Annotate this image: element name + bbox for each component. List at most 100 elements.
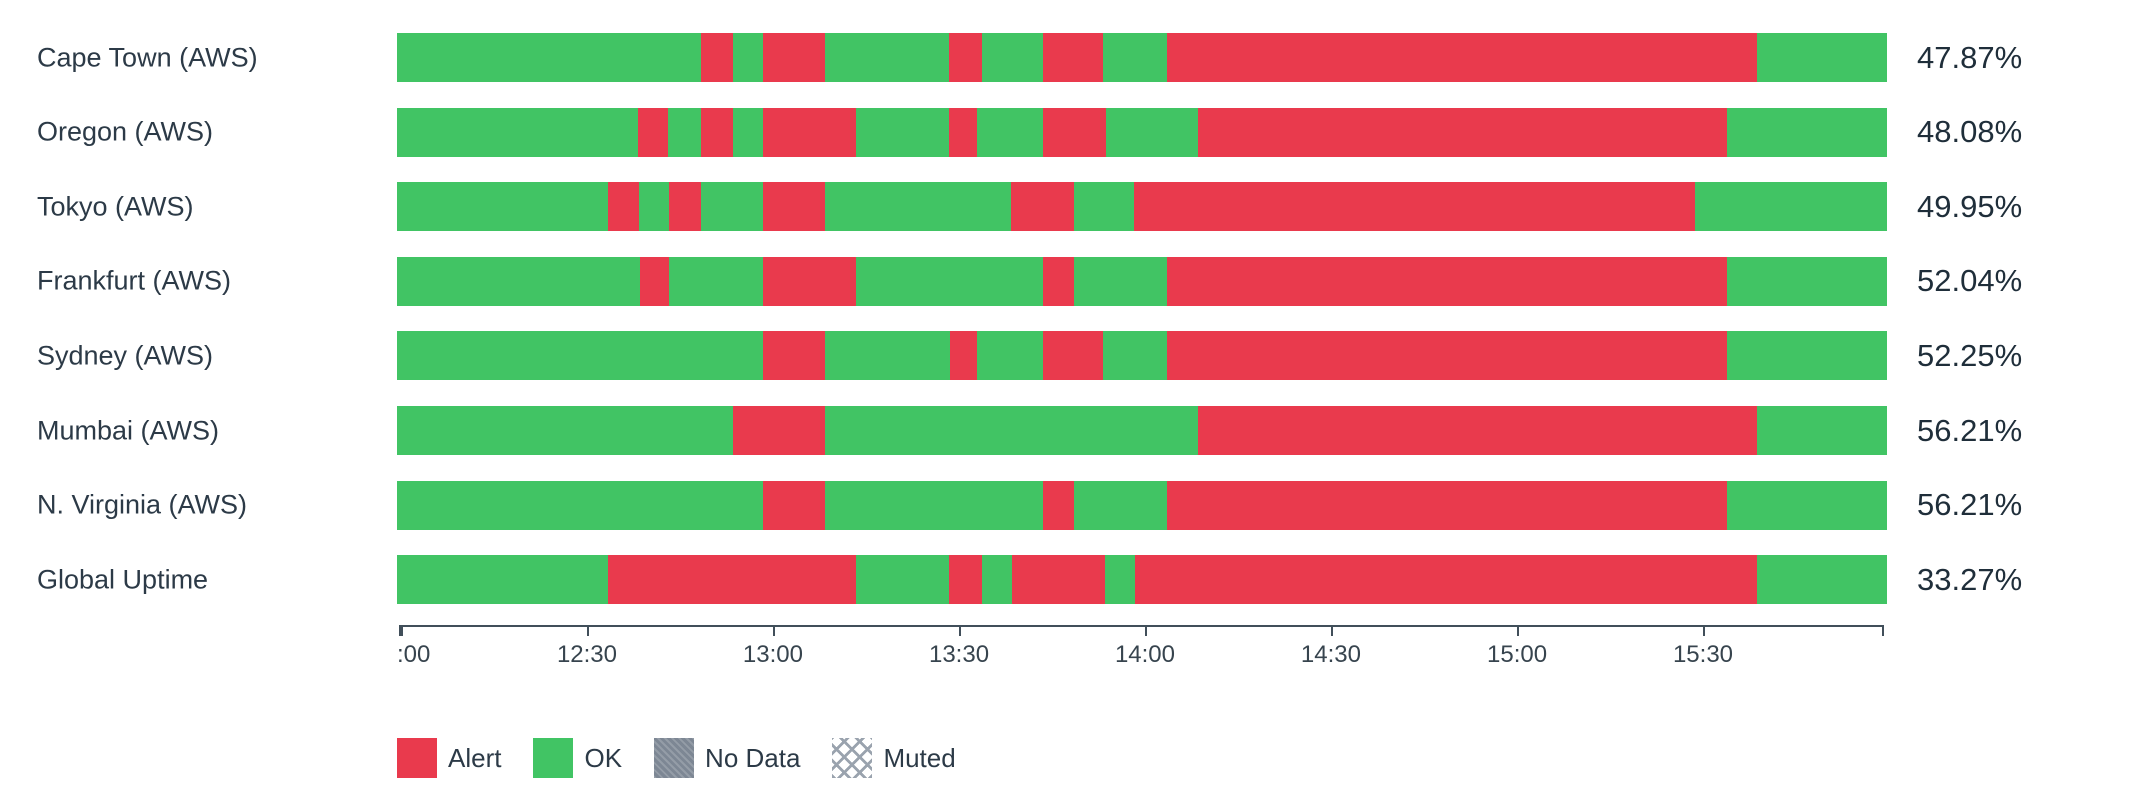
status-segment-alert[interactable] (1010, 182, 1074, 232)
status-segment-alert[interactable] (700, 107, 733, 157)
status-segment-ok[interactable] (981, 555, 1012, 605)
status-segment-ok[interactable] (1074, 256, 1168, 306)
status-segment-ok[interactable] (1726, 331, 1887, 381)
status-segment-ok[interactable] (976, 107, 1043, 157)
status-segment-ok[interactable] (1105, 107, 1198, 157)
status-segment-alert[interactable] (668, 182, 701, 232)
status-segment-alert[interactable] (762, 331, 825, 381)
status-segment-ok[interactable] (824, 33, 949, 82)
uptime-value: 33.27% (1917, 561, 2023, 597)
status-bar[interactable] (397, 107, 1887, 157)
status-segment-ok[interactable] (732, 107, 763, 157)
status-segment-ok[interactable] (855, 107, 949, 157)
status-segment-ok[interactable] (856, 256, 1044, 306)
status-segment-alert[interactable] (1166, 33, 1757, 82)
status-segment-ok[interactable] (981, 33, 1043, 82)
status-segment-ok[interactable] (732, 33, 763, 82)
status-segment-alert[interactable] (1042, 107, 1106, 157)
status-segment-alert[interactable] (763, 256, 857, 306)
status-segment-alert[interactable] (1167, 256, 1727, 306)
status-segment-ok[interactable] (397, 182, 608, 232)
status-bar[interactable] (397, 555, 1887, 605)
status-segment-ok[interactable] (976, 331, 1043, 381)
status-segment-ok[interactable] (1726, 480, 1887, 530)
status-bar[interactable] (397, 480, 1887, 530)
status-segment-alert[interactable] (607, 182, 639, 232)
axis-tick (1517, 625, 1520, 636)
status-segment-ok[interactable] (397, 256, 641, 306)
status-segment-ok[interactable] (397, 33, 701, 82)
status-segment-ok[interactable] (1104, 555, 1135, 605)
status-bar[interactable] (397, 33, 1887, 82)
status-segment-ok[interactable] (667, 107, 701, 157)
row-label: Frankfurt (AWS) (37, 265, 232, 296)
uptime-value: 47.87% (1917, 39, 2023, 75)
status-row: Frankfurt (AWS) 52.04% (0, 256, 2134, 306)
status-segment-alert[interactable] (1042, 33, 1103, 82)
status-segment-ok[interactable] (397, 406, 733, 455)
status-segment-ok[interactable] (669, 256, 764, 306)
status-segment-alert[interactable] (1011, 555, 1105, 605)
status-bar[interactable] (397, 331, 1887, 381)
status-segment-alert[interactable] (948, 33, 982, 82)
status-segment-ok[interactable] (1756, 406, 1887, 455)
status-segment-ok[interactable] (1726, 256, 1887, 306)
status-segment-ok[interactable] (1073, 182, 1134, 232)
status-segment-alert[interactable] (1042, 331, 1103, 381)
status-segment-alert[interactable] (948, 107, 977, 157)
legend-item-no-data[interactable]: No Data (654, 738, 800, 778)
status-segment-ok[interactable] (1726, 107, 1887, 157)
status-bar[interactable] (397, 256, 1887, 306)
legend-item-alert[interactable]: Alert (397, 738, 501, 778)
status-segment-alert[interactable] (733, 406, 825, 455)
legend-label: No Data (705, 742, 801, 773)
status-segment-alert[interactable] (762, 182, 825, 232)
uptime-value: 52.25% (1917, 337, 2023, 373)
status-row: Oregon (AWS) 48.08% (0, 107, 2134, 157)
status-segment-ok[interactable] (824, 182, 1011, 232)
legend-label: Muted (883, 742, 956, 773)
status-segment-alert[interactable] (1134, 555, 1757, 605)
status-segment-alert[interactable] (1167, 331, 1727, 381)
status-segment-ok[interactable] (638, 182, 669, 232)
status-segment-alert[interactable] (640, 256, 670, 306)
status-segment-alert[interactable] (762, 480, 825, 530)
status-segment-alert[interactable] (607, 555, 856, 605)
legend-item-muted[interactable]: Muted (832, 738, 956, 778)
status-segment-alert[interactable] (1197, 406, 1757, 455)
status-segment-ok[interactable] (824, 406, 1198, 455)
status-bar[interactable] (397, 406, 1887, 455)
status-segment-alert[interactable] (700, 33, 733, 82)
status-segment-alert[interactable] (762, 107, 856, 157)
status-segment-alert[interactable] (1133, 182, 1695, 232)
status-segment-ok[interactable] (397, 331, 763, 381)
status-segment-ok[interactable] (1756, 33, 1887, 82)
status-segment-alert[interactable] (1197, 107, 1727, 157)
status-segment-alert[interactable] (762, 33, 825, 82)
status-segment-alert[interactable] (637, 107, 668, 157)
status-segment-ok[interactable] (397, 555, 608, 605)
row-label: Sydney (AWS) (37, 340, 214, 371)
status-segment-ok[interactable] (824, 480, 1043, 530)
status-segment-ok[interactable] (1756, 555, 1887, 605)
status-bar[interactable] (397, 182, 1887, 232)
status-segment-ok[interactable] (397, 107, 638, 157)
time-axis: :00 12:30 13:00 13:30 14:00 14:30 15:00 15:30 (397, 625, 1887, 695)
legend: Alert OK No Data Muted (397, 738, 956, 778)
status-segment-ok[interactable] (397, 480, 763, 530)
status-segment-alert[interactable] (948, 555, 982, 605)
status-segment-ok[interactable] (855, 555, 949, 605)
status-segment-ok[interactable] (700, 182, 763, 232)
status-segment-ok[interactable] (1694, 182, 1887, 232)
status-segment-alert[interactable] (1042, 480, 1074, 530)
axis-tick (1702, 625, 1705, 636)
legend-item-ok[interactable]: OK (533, 738, 622, 778)
axis-tick (1881, 625, 1884, 636)
status-segment-ok[interactable] (1102, 331, 1168, 381)
status-segment-ok[interactable] (824, 331, 950, 381)
status-segment-alert[interactable] (1166, 480, 1727, 530)
status-segment-alert[interactable] (1043, 256, 1075, 306)
status-segment-alert[interactable] (949, 331, 977, 381)
status-segment-ok[interactable] (1102, 33, 1167, 82)
status-segment-ok[interactable] (1073, 480, 1167, 530)
